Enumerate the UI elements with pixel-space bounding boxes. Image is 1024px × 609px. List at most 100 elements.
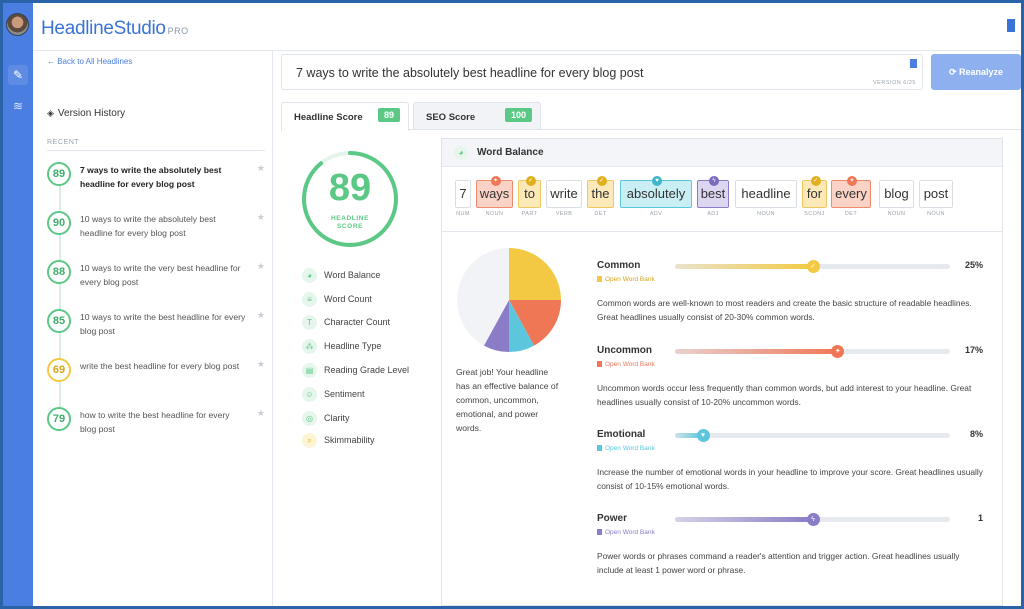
- version-headline-text: write the best headline for every blog p…: [80, 361, 240, 371]
- progress-fill: [675, 349, 838, 354]
- word-balance-pie: [457, 248, 561, 352]
- category-progress-bar: ♥: [675, 429, 950, 442]
- recent-label: RECENT: [47, 139, 80, 146]
- word-chip[interactable]: write: [546, 180, 582, 208]
- tab-label: Headline Score: [294, 112, 363, 123]
- category-percent: 8%: [969, 429, 983, 439]
- headline-input[interactable]: 7 ways to write the absolutely best head…: [281, 54, 923, 90]
- word-chip[interactable]: headline: [735, 180, 797, 208]
- category-level-icon: ✓: [806, 260, 820, 273]
- score-ring: [302, 151, 398, 247]
- bookmark-icon[interactable]: [1007, 19, 1015, 32]
- emotional-marker-icon: ♥: [652, 176, 662, 186]
- word-chip[interactable]: the ✓: [587, 176, 614, 208]
- tab-seo-score[interactable]: SEO Score 100: [413, 102, 541, 129]
- progress-fill: [675, 433, 703, 438]
- category-level-icon: ϟ: [806, 513, 820, 526]
- menu-item-label: Headline Type: [324, 341, 382, 351]
- category-level-icon: ✦: [831, 345, 845, 358]
- word-chip[interactable]: absolutely ♥: [620, 176, 692, 208]
- headline-score-value: 89: [328, 167, 372, 209]
- part-of-speech-label: SCONJ: [804, 211, 825, 217]
- part-of-speech-label: NOUN: [927, 211, 945, 217]
- version-item[interactable]: 88 10 ways to write the very best headlin…: [47, 258, 269, 294]
- word-bank-label: Open Word Bank: [605, 361, 655, 368]
- version-headline-text: how to write the best headline for every…: [80, 410, 230, 434]
- word-chip[interactable]: for ✓: [802, 176, 827, 208]
- part-of-speech-label: DET: [594, 211, 607, 217]
- word-chip[interactable]: every ✦: [831, 176, 871, 208]
- category-name: Common: [597, 260, 641, 271]
- category-name: Emotional: [597, 429, 646, 440]
- book-icon: [597, 361, 602, 367]
- tab-label: SEO Score: [426, 112, 476, 123]
- word-text: blog: [884, 186, 909, 201]
- headline-text[interactable]: 7 ways to write the absolutely best head…: [296, 66, 644, 80]
- star-icon[interactable]: ★: [256, 408, 265, 418]
- word-chip[interactable]: best ϟ: [697, 176, 729, 208]
- back-to-headlines-link[interactable]: ← Back to All Headlines: [47, 57, 133, 66]
- part-of-speech-label: NUM: [456, 211, 470, 217]
- category-level-icon: ♥: [696, 429, 710, 442]
- top-bar: HeadlineStudio PRO: [33, 3, 1021, 51]
- version-item[interactable]: 90 10 ways to write the absolutely best h…: [47, 209, 269, 245]
- version-score-badge: 89: [47, 162, 71, 186]
- version-item[interactable]: 89 7 ways to write the absolutely best he…: [47, 160, 269, 196]
- star-icon[interactable]: ★: [256, 310, 265, 320]
- word-chip[interactable]: 7: [455, 180, 471, 208]
- lines-icon: ≡: [302, 292, 317, 307]
- divider: [281, 129, 1021, 130]
- feather-icon[interactable]: ✎: [8, 65, 28, 85]
- star-icon[interactable]: ★: [256, 359, 265, 369]
- word-bank-label: Open Word Bank: [605, 445, 655, 452]
- open-word-bank-link[interactable]: Open Word Bank: [597, 361, 655, 368]
- word-bank-label: Open Word Bank: [605, 529, 655, 536]
- part-of-speech-label: NOUN: [757, 211, 775, 217]
- uncommon-marker-icon: ✦: [490, 176, 501, 186]
- version-indicator: VERSION 6/25: [873, 80, 916, 86]
- progress-fill: [675, 264, 813, 269]
- text-t-icon: T: [302, 315, 317, 330]
- category-percent: 17%: [964, 345, 983, 355]
- save-bookmark-icon[interactable]: [910, 59, 917, 68]
- open-word-bank-link[interactable]: Open Word Bank: [597, 276, 655, 283]
- word-chip[interactable]: blog: [879, 180, 914, 208]
- part-of-speech-label: VERB: [555, 211, 573, 217]
- menu-item-label: Sentiment: [324, 389, 365, 399]
- version-history-label: Version History: [57, 108, 126, 119]
- card-title: Word Balance: [477, 147, 544, 158]
- star-icon[interactable]: ★: [256, 212, 265, 222]
- divider: [47, 150, 265, 151]
- star-icon[interactable]: ★: [256, 163, 265, 173]
- star-icon[interactable]: ★: [256, 261, 265, 271]
- category-percent: 1: [977, 513, 983, 523]
- category-progress-bar: ✓: [675, 260, 950, 273]
- tab-headline-score[interactable]: Headline Score 89: [281, 102, 409, 131]
- word-chip[interactable]: to ✓: [518, 176, 541, 208]
- open-word-bank-link[interactable]: Open Word Bank: [597, 529, 655, 536]
- word-chip[interactable]: post: [919, 180, 953, 208]
- reanalyze-label: Reanalyze: [959, 67, 1004, 77]
- version-item[interactable]: 69 write the best headline for every blog…: [47, 356, 269, 392]
- word-chip[interactable]: ways ✦: [476, 176, 513, 208]
- power-marker-icon: ϟ: [709, 176, 719, 186]
- pie-chart-icon: ◕: [302, 268, 317, 283]
- reanalyze-button[interactable]: ⟳ Reanalyze: [931, 54, 1021, 90]
- version-headline-text: 10 ways to write the best headline for e…: [80, 312, 246, 336]
- version-item[interactable]: 79 how to write the best headline for eve…: [47, 405, 269, 441]
- menu-item-label: Skimmability: [324, 435, 375, 445]
- book-icon: [597, 445, 602, 451]
- score-label-line2: SCORE: [336, 223, 364, 230]
- layers-icon[interactable]: ≋: [12, 99, 24, 113]
- category-progress-bar: ✦: [675, 345, 950, 358]
- magnifier-icon: ⌕: [302, 433, 317, 448]
- avatar[interactable]: [6, 13, 29, 36]
- category-description: Uncommon words occur less frequently tha…: [597, 383, 972, 407]
- smile-icon: ☺: [302, 387, 317, 402]
- logo[interactable]: HeadlineStudio PRO: [41, 18, 189, 40]
- logo-text: HeadlineStudio: [41, 18, 166, 39]
- version-item[interactable]: 85 10 ways to write the best headline for…: [47, 307, 269, 343]
- open-word-bank-link[interactable]: Open Word Bank: [597, 445, 655, 452]
- category-description: Increase the number of emotional words i…: [597, 467, 983, 491]
- menu-item-label: Reading Grade Level: [324, 365, 410, 375]
